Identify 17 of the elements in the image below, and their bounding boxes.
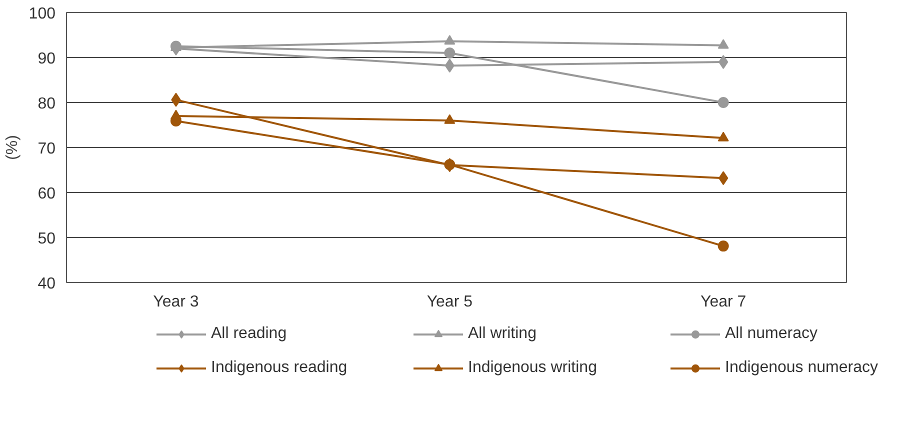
y-tick-label: 100 bbox=[28, 6, 56, 22]
y-tick-label: 40 bbox=[38, 276, 56, 292]
x-tick-label: Year 5 bbox=[426, 294, 473, 310]
legend-label: Indigenous numeracy bbox=[725, 359, 879, 377]
y-tick-label: 50 bbox=[38, 230, 56, 248]
y-tick-label: 70 bbox=[38, 140, 56, 158]
x-tick-label: Year 7 bbox=[700, 294, 746, 310]
legend-label: Indigenous reading bbox=[211, 359, 348, 377]
legend-label: All numeracy bbox=[725, 325, 818, 343]
x-tick-label: Year 3 bbox=[153, 294, 199, 310]
y-tick-label: 60 bbox=[38, 186, 56, 202]
y-tick-label: 80 bbox=[38, 96, 56, 112]
legend-label: All writing bbox=[468, 325, 538, 343]
y-axis-title: (%) bbox=[4, 135, 21, 160]
legend-label: Indigenous writing bbox=[468, 359, 598, 377]
y-tick-label: 90 bbox=[38, 50, 56, 68]
legend-label: All reading bbox=[211, 325, 288, 343]
